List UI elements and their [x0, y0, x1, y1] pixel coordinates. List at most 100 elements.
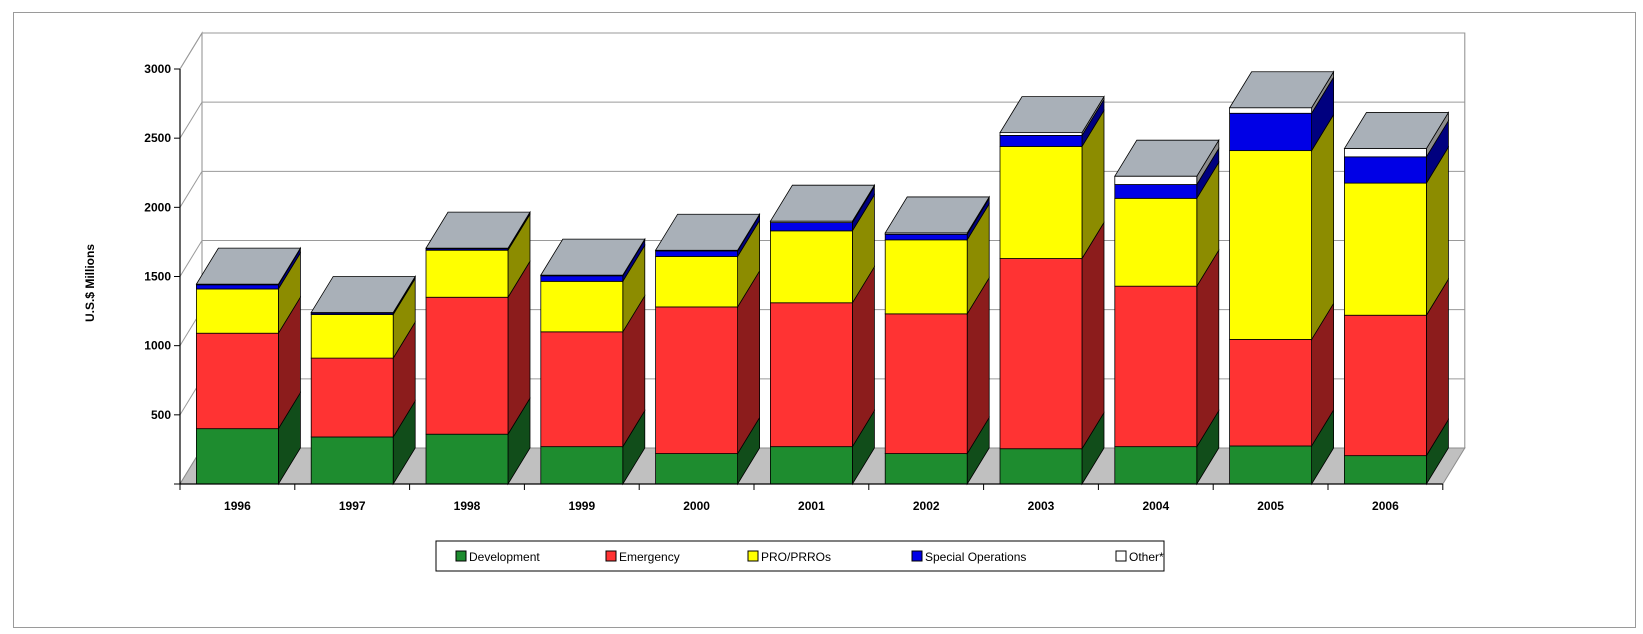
bar-2006-other — [1344, 148, 1427, 158]
y-tick-label: 500 — [151, 408, 171, 422]
legend-label-1: Emergency — [619, 550, 680, 564]
bar-2002-development — [884, 453, 968, 485]
bar-side-2005-2 — [1311, 113, 1334, 341]
bar-2006-emergency — [1344, 314, 1427, 457]
x-tick-label: 2001 — [798, 499, 825, 513]
bar-2001-emergency — [770, 302, 853, 448]
bar-top-2006 — [1343, 112, 1450, 149]
bar-top-1998 — [425, 211, 531, 249]
bar-1999-special-operations — [540, 275, 624, 282]
bar-2003-emergency — [999, 258, 1083, 450]
bar-1999-pro-prros — [540, 280, 624, 333]
bar-top-1997 — [310, 276, 416, 313]
bar-top-1999 — [540, 238, 646, 276]
bar-top-2004 — [1114, 139, 1220, 177]
gridline-side — [179, 171, 203, 208]
y-tick-label: 3000 — [144, 62, 171, 76]
gridline-side — [179, 32, 203, 70]
legend-label-0: Development — [469, 550, 540, 564]
bar-top-2000 — [654, 213, 761, 251]
bar-2000-pro-prros — [655, 256, 738, 308]
bar-1997-development — [310, 436, 394, 485]
legend-label-2: PRO/PRROs — [761, 550, 831, 564]
bar-group-2001 — [769, 183, 876, 486]
bar-2006-special-operations — [1344, 156, 1427, 184]
bar-2005-special-operations — [1229, 112, 1312, 152]
y-tick-label: 2000 — [144, 200, 171, 214]
bar-top-2002 — [884, 196, 990, 234]
bar-2004-development — [1114, 446, 1198, 485]
bar-group-2002 — [884, 195, 990, 486]
bar-1998-emergency — [425, 296, 509, 435]
bar-2005-emergency — [1229, 339, 1312, 447]
x-tick-label: 2006 — [1372, 499, 1399, 513]
bar-1999-development — [540, 446, 624, 485]
x-tick-label: 2005 — [1257, 499, 1284, 513]
bar-2002-emergency — [884, 313, 968, 454]
bar-group-1998 — [425, 210, 531, 486]
bar-2006-development — [1344, 455, 1427, 485]
y-tick-label: 1500 — [144, 270, 171, 284]
y-tick-label: 1000 — [144, 339, 171, 353]
bar-1996-development — [195, 428, 279, 485]
bar-1997-emergency — [310, 357, 394, 438]
bar-2005-development — [1229, 445, 1312, 485]
bar-group-2003 — [999, 95, 1105, 486]
gridline-side — [179, 101, 203, 139]
y-tick-label: 2500 — [144, 131, 171, 145]
bar-group-2006 — [1343, 111, 1450, 486]
bar-side-2003-1 — [1081, 221, 1105, 451]
x-tick-label: 1998 — [454, 499, 481, 513]
legend-box — [435, 540, 1165, 572]
x-tick-label: 2003 — [1028, 499, 1055, 513]
x-tick-label: 1999 — [568, 499, 595, 513]
bar-2004-pro-prros — [1114, 197, 1198, 287]
bar-2001-development — [770, 446, 853, 485]
bar-1996-pro-prros — [195, 288, 279, 334]
bar-group-1996 — [195, 246, 302, 486]
chart-frame: 500 1000 1500 2000 2500 3000 1996 1997 1998 1999 2… — [13, 12, 1636, 628]
legend-label-3: Special Operations — [925, 550, 1026, 564]
legend-swatch-1 — [605, 550, 617, 562]
legend-swatch-2 — [747, 550, 759, 562]
bar-group-1997 — [310, 275, 416, 486]
bar-2000-special-operations — [655, 250, 738, 257]
bar-top-2003 — [999, 96, 1105, 134]
bar-1996-emergency — [195, 332, 279, 430]
bar-group-2004 — [1114, 138, 1220, 486]
x-tick-label: 2000 — [683, 499, 710, 513]
x-tick-label: 1997 — [339, 499, 366, 513]
bar-2005-other — [1229, 107, 1312, 114]
bars — [195, 70, 1450, 486]
bar-2002-special-operations — [884, 233, 968, 241]
bar-1998-development — [425, 433, 509, 485]
bar-2003-other — [999, 132, 1083, 136]
bar-2002-pro-prros — [884, 239, 968, 315]
bar-top-2001 — [769, 184, 876, 222]
axes: 500 1000 1500 2000 2500 3000 1996 1997 1998 1999 2… — [144, 62, 1444, 513]
bar-2001-special-operations — [770, 222, 853, 232]
bar-2005-pro-prros — [1229, 150, 1312, 340]
bar-2004-emergency — [1114, 285, 1198, 448]
y-axis-title: U.S.$ Millions — [83, 244, 97, 322]
bar-2000-emergency — [655, 306, 738, 454]
legend-swatch-0 — [455, 550, 467, 562]
bar-2001-pro-prros — [770, 230, 853, 304]
legend-label-4: Other* — [1129, 550, 1164, 564]
bar-2003-special-operations — [999, 135, 1083, 147]
x-tick-label: 2002 — [913, 499, 940, 513]
bar-1999-emergency — [540, 331, 624, 448]
x-tick-label: 1996 — [224, 499, 251, 513]
bar-2003-pro-prros — [999, 146, 1083, 259]
bar-top-2005 — [1228, 71, 1335, 109]
bar-2004-other — [1114, 175, 1198, 185]
legend-swatch-3 — [911, 550, 923, 562]
bar-2006-pro-prros — [1344, 182, 1427, 316]
gridline-side — [179, 240, 203, 277]
bar-1997-pro-prros — [310, 314, 394, 359]
bar-2004-special-operations — [1114, 184, 1198, 199]
bar-2000-development — [655, 453, 738, 485]
bar-top-1996 — [195, 247, 302, 285]
bar-group-2005 — [1228, 70, 1335, 486]
legend: Development Emergency PRO/PRROs Special Ope… — [435, 540, 1165, 572]
